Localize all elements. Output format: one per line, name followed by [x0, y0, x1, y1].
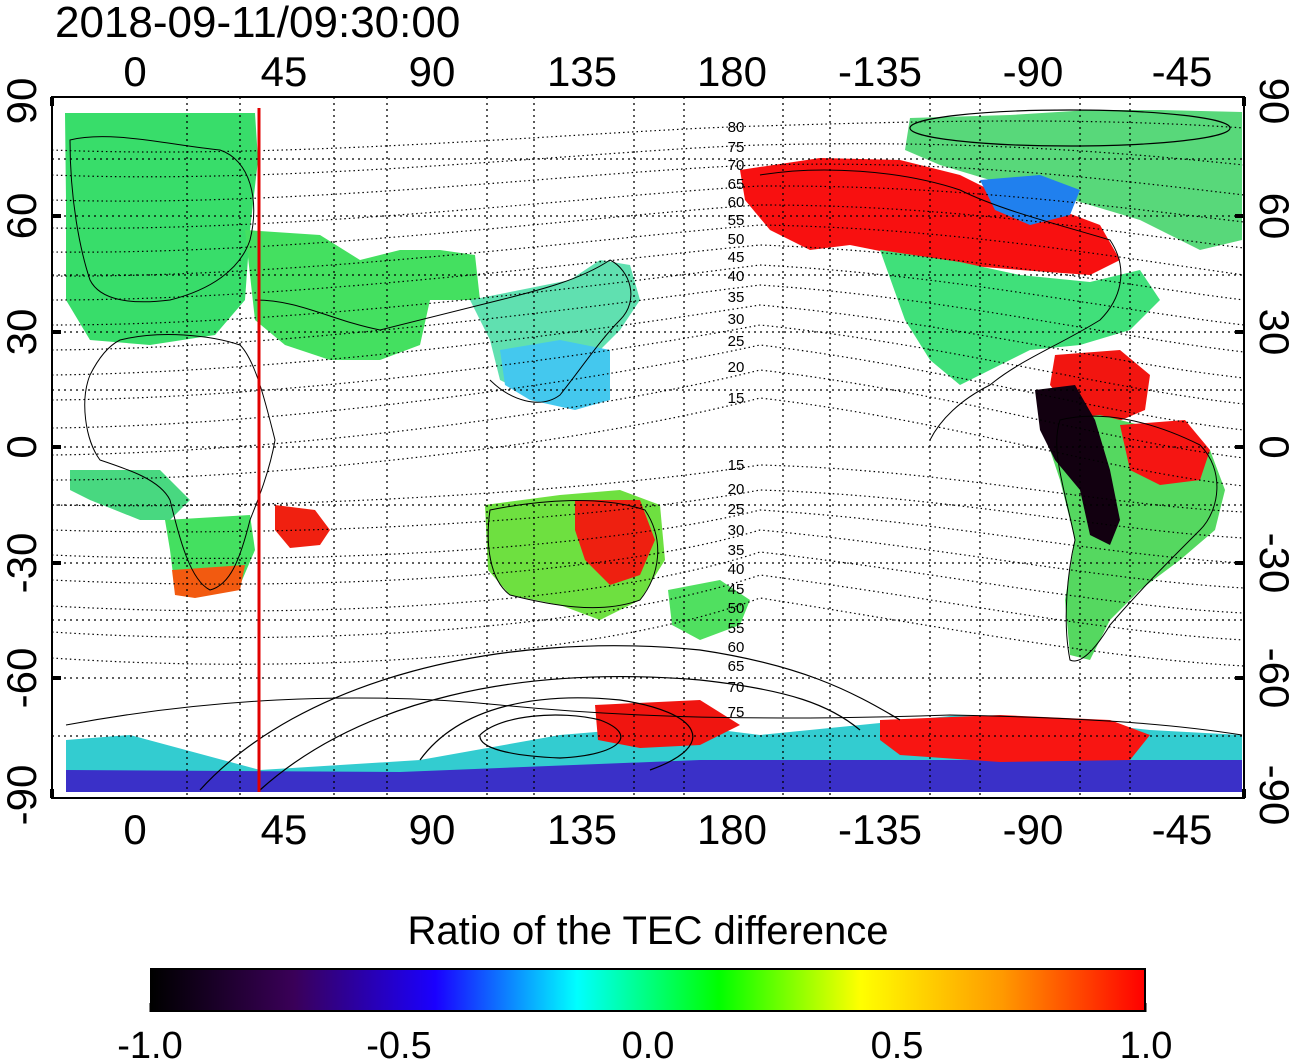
antarctic-red-region	[880, 715, 1150, 762]
southern-mag-contours	[199, 109, 1231, 791]
lon-tick-labels-top: 0 45 90 135 180 -135 -90 -45	[123, 48, 1212, 95]
lat-tick-label: -60	[1251, 648, 1296, 709]
colorbar-tick-label: -0.5	[366, 1025, 431, 1064]
south-america-red-region	[1120, 420, 1210, 485]
tec-data-layer	[65, 110, 1242, 792]
svg-text:30: 30	[728, 522, 745, 539]
lon-tick-label: -90	[1003, 48, 1064, 95]
lat-tick-label: 30	[1251, 309, 1296, 356]
svg-text:15: 15	[728, 390, 745, 407]
arctic-blue-region	[980, 175, 1080, 225]
arctic-canada-tec-region	[905, 110, 1242, 250]
svg-text:25: 25	[728, 333, 745, 350]
colorbar-tick-label: -1.0	[117, 1025, 182, 1064]
colorbar-title: Ratio of the TEC difference	[407, 909, 889, 953]
antarctic-red-region-2	[595, 700, 740, 748]
lat-tick-label: -30	[1251, 533, 1296, 594]
south-africa-red-region	[172, 565, 245, 598]
coastlines	[65, 136, 1243, 736]
svg-text:80: 80	[728, 119, 745, 136]
lon-tick-label: -135	[838, 48, 922, 95]
middle-east-tec-region	[245, 230, 480, 360]
lon-tick-label: 0	[123, 48, 146, 95]
lon-tick-label: -90	[1003, 806, 1064, 853]
svg-text:35: 35	[728, 542, 745, 559]
svg-text:60: 60	[728, 194, 745, 211]
lat-tick-labels-right: 90 60 30 0 -30 -60 -90	[1251, 78, 1296, 826]
colorbar	[150, 968, 1146, 1012]
svg-text:50: 50	[728, 600, 745, 617]
svg-text:25: 25	[728, 501, 745, 518]
australia-red-region	[575, 500, 655, 585]
lon-tick-label: 0	[123, 806, 146, 853]
lat-tick-label: 0	[1251, 435, 1296, 458]
colorbar-tick-label: 0.0	[622, 1025, 675, 1064]
lon-tick-label: 90	[409, 48, 456, 95]
lon-tick-label: -135	[838, 806, 922, 853]
contour-labels-north: 80 75 70 65 60 55 50 45 40 35 30 25 20 1…	[728, 119, 745, 407]
mag-lat-contours	[52, 120, 1244, 667]
svg-text:65: 65	[728, 658, 745, 675]
svg-text:35: 35	[728, 289, 745, 306]
svg-text:55: 55	[728, 620, 745, 637]
svg-text:45: 45	[728, 581, 745, 598]
svg-text:30: 30	[728, 311, 745, 328]
svg-text:50: 50	[728, 231, 745, 248]
lon-tick-label: 135	[547, 806, 617, 853]
lat-tick-label: 60	[1251, 193, 1296, 240]
lat-tick-label: -60	[0, 648, 45, 709]
lon-tick-label: -45	[1152, 806, 1213, 853]
lon-tick-label: -45	[1152, 48, 1213, 95]
grid-lines	[52, 97, 1244, 798]
lat-tick-label: 90	[0, 78, 45, 125]
africa-tec-region	[70, 470, 190, 520]
lon-tick-label: 45	[261, 48, 308, 95]
lat-tick-label: 60	[0, 193, 45, 240]
svg-text:70: 70	[728, 157, 745, 174]
svg-text:40: 40	[728, 561, 745, 578]
lat-tick-label: 30	[0, 309, 45, 356]
north-america-tec-region	[880, 250, 1160, 385]
colorbar-tick-label: 1.0	[1120, 1025, 1173, 1064]
svg-text:20: 20	[728, 481, 745, 498]
contour-labels-south: 15 20 25 30 35 40 45 50 55 60 65 70 75	[728, 457, 745, 721]
svg-text:75: 75	[728, 139, 745, 156]
svg-text:65: 65	[728, 176, 745, 193]
south-america-dark-region	[1035, 385, 1120, 545]
lon-tick-labels-bottom: 0 45 90 135 180 -135 -90 -45	[123, 806, 1212, 853]
lon-tick-label: 45	[261, 806, 308, 853]
svg-text:45: 45	[728, 249, 745, 266]
lon-tick-label: 180	[697, 48, 767, 95]
timestamp-title: 2018-09-11/09:30:00	[55, 0, 461, 47]
svg-text:75: 75	[728, 704, 745, 721]
svg-text:40: 40	[728, 268, 745, 285]
svg-text:15: 15	[728, 457, 745, 474]
lon-tick-label: 135	[547, 48, 617, 95]
europe-tec-region	[65, 113, 258, 345]
svg-text:55: 55	[728, 212, 745, 229]
lat-tick-label: -30	[0, 533, 45, 594]
lat-tick-label: 0	[0, 435, 45, 458]
svg-text:60: 60	[728, 639, 745, 656]
lat-tick-label: -90	[0, 765, 45, 826]
svg-text:70: 70	[728, 679, 745, 696]
east-asia-blue-region	[500, 340, 610, 410]
madagascar-red-region	[275, 505, 330, 548]
lat-tick-labels-left: 90 60 30 0 -30 -60 -90	[0, 78, 45, 826]
axis-ticks	[50, 97, 1246, 798]
lat-tick-label: -90	[1251, 765, 1296, 826]
lon-tick-label: 90	[409, 806, 456, 853]
colorbar-tick-labels: -1.0 -0.5 0.0 0.5 1.0	[117, 1025, 1172, 1064]
svg-text:20: 20	[728, 359, 745, 376]
colorbar-tick-label: 0.5	[871, 1025, 924, 1064]
antarctic-blue-band	[66, 760, 1242, 792]
lon-tick-label: 180	[697, 806, 767, 853]
lat-tick-label: 90	[1251, 78, 1296, 125]
